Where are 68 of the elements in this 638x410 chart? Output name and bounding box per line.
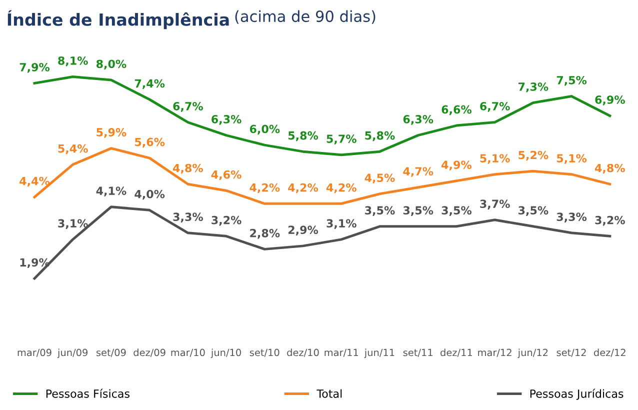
data-label: 3,1% [326, 219, 356, 229]
data-label: 4,6% [211, 170, 242, 180]
data-label: 6,9% [595, 95, 625, 106]
data-label: 3,5% [442, 206, 472, 216]
chart-title: Índice de Inadimplência [8, 10, 229, 30]
data-label: 5,8% [365, 131, 395, 142]
data-label: 7,3% [518, 82, 548, 92]
data-label: 4,5% [364, 174, 395, 184]
data-label: 6,3% [403, 115, 434, 125]
data-label: 3,2% [212, 216, 242, 226]
data-label: 5,1% [480, 154, 510, 164]
data-label: 6,3% [212, 115, 242, 125]
data-label: 5,4% [58, 144, 88, 154]
data-label: 7,5% [556, 76, 587, 86]
data-label: 4,8% [594, 164, 625, 174]
data-label: 7,4% [134, 79, 165, 90]
x-tick-label: dez/09 [134, 348, 166, 357]
data-label: 4,4% [20, 176, 50, 187]
legend-label: Pessoas Jurídicas [530, 388, 624, 400]
data-label: 4,9% [442, 160, 472, 170]
data-label: 2,8% [250, 228, 280, 239]
x-tick-label: mar/12 [478, 348, 512, 357]
data-label: 4,2% [326, 183, 356, 194]
chart-subtitle: (acima de 90 dias) [235, 10, 376, 24]
data-label: 4,2% [250, 183, 280, 194]
data-label: 7,9% [20, 62, 50, 73]
x-tick-label: jun/11 [364, 348, 394, 358]
data-label: 2,9% [288, 226, 318, 236]
data-label: 8,0% [96, 60, 126, 70]
data-label: 3,7% [480, 200, 510, 210]
data-label: 3,5% [365, 206, 395, 216]
x-tick-label: set/11 [403, 348, 432, 357]
x-tick-label: mar/09 [18, 348, 52, 357]
data-label: 4,1% [96, 186, 126, 196]
x-tick-label: jun/10 [210, 348, 241, 358]
x-tick-label: set/10 [250, 348, 280, 357]
data-label: 6,7% [173, 102, 203, 112]
x-tick-label: set/09 [96, 348, 126, 357]
data-label: 3,2% [595, 216, 625, 226]
data-label: 3,5% [403, 206, 434, 216]
x-tick-label: jun/12 [518, 348, 548, 358]
data-label: 3,3% [173, 212, 203, 222]
data-label: 5,9% [96, 128, 126, 138]
x-tick-label: dez/10 [287, 348, 319, 357]
x-tick-label: dez/11 [440, 348, 472, 357]
data-label: 5,6% [135, 138, 165, 148]
data-label: 3,1% [58, 219, 88, 229]
data-label: 5,8% [288, 131, 318, 142]
data-label: 3,3% [556, 212, 587, 222]
data-label: 8,1% [58, 56, 88, 66]
data-label: 4,0% [134, 190, 165, 200]
data-label: 3,5% [518, 206, 548, 216]
data-label: 6,7% [480, 102, 510, 112]
legend-label: Pessoas Físicas [46, 388, 130, 398]
data-label: 6,0% [250, 124, 280, 135]
legend-label: Total [316, 389, 342, 398]
data-label: 4,8% [173, 164, 203, 174]
x-tick-label: mar/11 [324, 348, 358, 357]
x-tick-label: mar/10 [171, 348, 205, 357]
x-tick-label: jun/09 [57, 348, 88, 358]
x-tick-label: set/12 [556, 348, 586, 357]
data-label: 4,7% [403, 167, 434, 177]
data-label: 6,6% [442, 105, 472, 116]
data-label: 5,7% [326, 134, 356, 144]
x-tick-label: dez/12 [594, 348, 626, 357]
data-label: 5,2% [518, 150, 548, 161]
data-label: 4,2% [288, 183, 318, 194]
data-label: 5,1% [556, 154, 587, 164]
